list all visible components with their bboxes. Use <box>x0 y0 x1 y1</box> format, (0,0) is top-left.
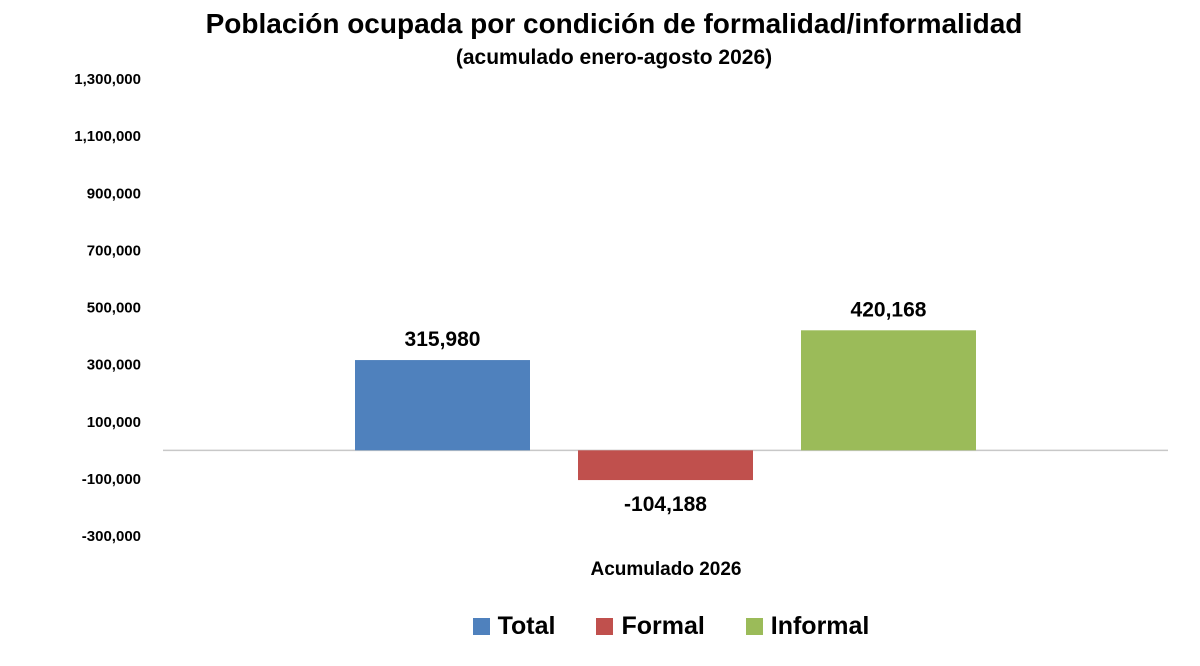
y-tick-label: -100,000 <box>82 471 141 488</box>
y-tick-label: 1,100,000 <box>74 128 141 145</box>
legend-swatch-informal <box>745 618 763 635</box>
legend-swatch-total <box>472 618 490 635</box>
bar-formal <box>578 450 753 481</box>
x-category-label: Acumulado 2026 <box>591 559 742 580</box>
legend: Total Formal Informal <box>0 612 1200 642</box>
bar-total <box>355 360 530 451</box>
legend-item-total: Total <box>472 612 556 641</box>
legend-label-total: Total <box>497 612 556 640</box>
data-label-total: 315,980 <box>405 328 481 351</box>
legend-label-formal: Formal <box>621 612 705 640</box>
y-tick-label: -300,000 <box>82 528 141 545</box>
y-tick-label: 700,000 <box>87 242 141 259</box>
y-tick-label: 900,000 <box>87 185 141 202</box>
chart-title: Población ocupada por condición de forma… <box>205 8 1023 39</box>
y-tick-label: 500,000 <box>87 300 141 317</box>
legend-swatch-formal <box>596 618 614 635</box>
data-label-formal: -104,188 <box>624 493 707 516</box>
bar-informal <box>801 330 976 451</box>
y-tick-label: 1,300,000 <box>74 71 141 88</box>
legend-item-informal: Informal <box>745 612 870 641</box>
chart-subtitle: (acumulado enero-agosto 2026) <box>455 46 773 69</box>
legend-label-informal: Informal <box>770 612 870 640</box>
y-tick-label: 300,000 <box>87 357 141 374</box>
y-tick-label: 100,000 <box>87 414 141 431</box>
legend-item-formal: Formal <box>596 612 705 641</box>
data-label-informal: 420,168 <box>851 298 927 321</box>
